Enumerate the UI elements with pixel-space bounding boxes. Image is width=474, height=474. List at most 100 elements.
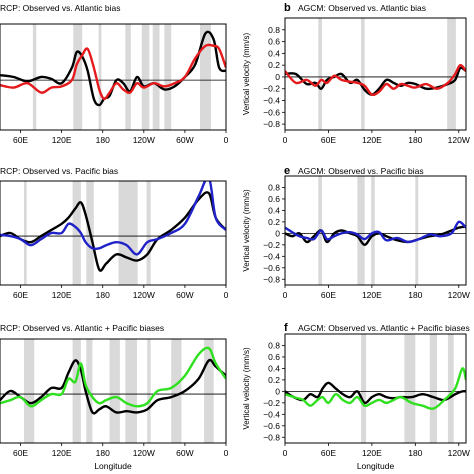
y-tick-label: 0 bbox=[275, 386, 280, 396]
y-tick-label: −0.4 bbox=[263, 96, 280, 106]
shading-band bbox=[125, 24, 131, 130]
series-group bbox=[285, 220, 466, 247]
series-group bbox=[285, 367, 466, 410]
shading-band bbox=[404, 334, 416, 443]
panel-title: AGCM: Observed vs. Atlantic bias bbox=[298, 3, 426, 13]
plot-frame bbox=[284, 333, 467, 444]
shading-band bbox=[429, 334, 438, 443]
panel-letter: f bbox=[284, 322, 288, 334]
shading-band bbox=[147, 339, 151, 443]
series-line bbox=[0, 346, 226, 408]
panel-title: RCP: Observed vs. Pacific bias bbox=[0, 166, 118, 176]
plot-frame bbox=[284, 17, 467, 131]
x-tick-label: 120E bbox=[52, 448, 72, 458]
panel-d: RCP: Observed vs. Pacific bias 60E 120E 180… bbox=[0, 166, 229, 300]
x-tick-label: 0 bbox=[283, 290, 288, 300]
shading-band bbox=[318, 18, 322, 130]
y-tick-label: 0.4 bbox=[268, 205, 280, 215]
x-tick-label: 0 bbox=[283, 135, 288, 145]
x-tick-label: 60E bbox=[321, 135, 336, 145]
x-tick-label: 60E bbox=[321, 448, 336, 458]
shading-band bbox=[361, 18, 365, 130]
shading-band bbox=[73, 24, 83, 130]
x-tick-label: 120W bbox=[133, 290, 155, 300]
x-tick-label: 180 bbox=[96, 290, 110, 300]
series-line bbox=[0, 358, 226, 415]
plot-frame bbox=[284, 175, 467, 286]
x-tick-label: 120W bbox=[133, 135, 155, 145]
shading-band bbox=[357, 176, 365, 285]
shading-band bbox=[447, 334, 454, 443]
x-tick-label: 60E bbox=[13, 448, 28, 458]
shading-band bbox=[98, 24, 102, 130]
shading-band bbox=[152, 24, 160, 130]
series-line bbox=[0, 181, 226, 256]
panel-e: e AGCM: Observed vs. Pacific bias 0 60E 120E… bbox=[242, 165, 470, 300]
series-line bbox=[285, 63, 466, 97]
shading-band bbox=[32, 24, 37, 130]
y-tick-label: 0 bbox=[275, 228, 280, 238]
y-tick-label: −0.2 bbox=[263, 398, 280, 408]
panel-title: RCP: Observed vs. Atlantic + Pacific bia… bbox=[0, 323, 164, 333]
y-tick-label: 0.6 bbox=[268, 352, 280, 362]
y-tick-label: −0.6 bbox=[263, 421, 280, 431]
x-tick-label: 0 bbox=[224, 290, 229, 300]
x-tick-label: 120W bbox=[448, 448, 470, 458]
shading-band bbox=[72, 181, 81, 285]
y-tick-label: 0.4 bbox=[268, 48, 280, 58]
series-line bbox=[285, 220, 466, 244]
x-axis-label: Longitude bbox=[357, 461, 395, 471]
shading-band bbox=[415, 176, 419, 285]
shading-bands bbox=[32, 24, 211, 130]
shading-band bbox=[171, 339, 182, 443]
shading-band bbox=[371, 176, 375, 285]
y-tick-label: 0.2 bbox=[268, 60, 280, 70]
shading-band bbox=[109, 339, 120, 443]
x-tick-label: 60E bbox=[13, 135, 28, 145]
x-tick-label: 180 bbox=[408, 290, 422, 300]
y-tick-label: −0.4 bbox=[263, 409, 280, 419]
x-tick-label: 180 bbox=[408, 448, 422, 458]
plot-frame bbox=[0, 23, 227, 131]
panel-title: AGCM: Observed vs. Atlantic + Pacific bi… bbox=[298, 323, 470, 333]
series-group bbox=[0, 346, 226, 415]
shading-band bbox=[72, 339, 81, 443]
y-tick-label: 0.4 bbox=[268, 363, 280, 373]
shading-bands bbox=[23, 181, 151, 285]
series-line bbox=[285, 66, 466, 96]
shading-band bbox=[23, 339, 35, 443]
shading-band bbox=[146, 181, 151, 285]
series-group bbox=[0, 30, 226, 107]
plot-frame bbox=[0, 180, 227, 286]
shading-band bbox=[447, 18, 456, 130]
x-tick-label: 60W bbox=[176, 448, 193, 458]
y-tick-label: −0.4 bbox=[263, 251, 280, 261]
panel-a: RCP: Observed vs. Atlantic bias 60E 120E 18… bbox=[0, 3, 229, 145]
series-group bbox=[0, 181, 226, 272]
shading-band bbox=[141, 24, 150, 130]
x-axis-label: Longitude bbox=[94, 461, 132, 471]
panel-letter: b bbox=[284, 2, 291, 14]
series-line bbox=[0, 43, 226, 101]
series-line bbox=[0, 191, 226, 272]
shading-band bbox=[361, 334, 367, 443]
x-tick-label: 0 bbox=[224, 448, 229, 458]
x-tick-label: 120W bbox=[448, 135, 470, 145]
x-tick-label: 180 bbox=[96, 135, 110, 145]
y-tick-label: 0.8 bbox=[268, 25, 280, 35]
panel-title: AGCM: Observed vs. Pacific bias bbox=[298, 166, 424, 176]
x-tick-label: 60E bbox=[321, 290, 336, 300]
x-tick-label: 60E bbox=[13, 290, 28, 300]
shading-bands bbox=[318, 176, 419, 285]
x-tick-label: 60W bbox=[176, 135, 193, 145]
y-tick-label: −0.8 bbox=[263, 119, 280, 129]
x-tick-label: 120E bbox=[362, 290, 382, 300]
shading-band bbox=[204, 339, 214, 443]
series-line bbox=[285, 367, 466, 410]
panel-letter: e bbox=[284, 165, 290, 177]
y-tick-label: 0.8 bbox=[268, 182, 280, 192]
shading-band bbox=[164, 24, 172, 130]
y-tick-label: 0.2 bbox=[268, 375, 280, 385]
x-tick-label: 120E bbox=[52, 135, 72, 145]
